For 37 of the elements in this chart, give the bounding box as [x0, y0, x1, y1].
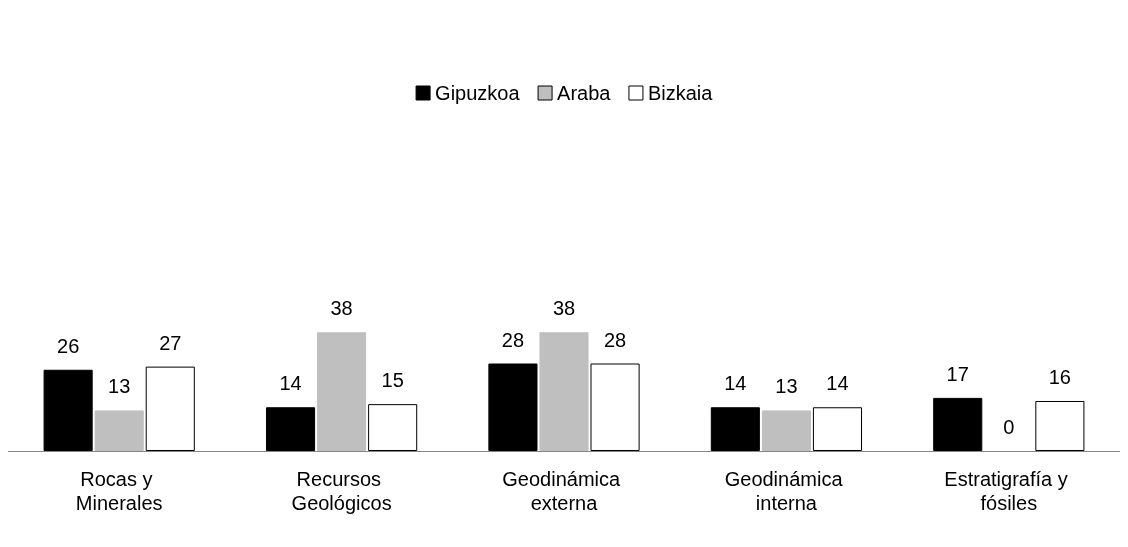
data-label: 28: [603, 328, 627, 351]
x-tick-label: Rocas y Minerales: [75, 468, 163, 514]
data-label: 26: [57, 334, 80, 357]
x-tick-label: Recursos Geológicos: [291, 468, 392, 514]
bar: [1035, 401, 1085, 451]
data-label: 38: [552, 297, 576, 320]
data-label: 28: [501, 328, 525, 351]
bar: [94, 410, 144, 451]
x-tick-label: Geodinámica interna: [724, 468, 849, 514]
data-label: 38: [330, 297, 353, 320]
data-label: 13: [775, 375, 798, 398]
bar: [590, 363, 640, 451]
data-label: 16: [1048, 366, 1071, 388]
bar: [43, 369, 93, 451]
bar: [761, 410, 811, 451]
bar: [317, 332, 367, 451]
legend-label: Araba: [557, 82, 612, 104]
legend-label: Bizkaia: [647, 82, 714, 104]
bar: [265, 407, 316, 451]
legend-label: Gipuzkoa: [435, 82, 521, 104]
bar: [812, 407, 863, 451]
data-label: 0: [1003, 416, 1015, 438]
bar: [710, 407, 760, 451]
x-tick-label: Estratigrafía y fósiles: [944, 468, 1074, 514]
data-label: 13: [108, 375, 131, 398]
bar: [145, 366, 195, 451]
data-label: 14: [826, 372, 849, 395]
data-label: 14: [279, 372, 302, 395]
bar: [539, 332, 589, 451]
data-label: 17: [946, 362, 969, 385]
data-label: 14: [724, 372, 747, 395]
bar: [488, 363, 538, 451]
bar: [368, 404, 418, 451]
data-label: 27: [159, 331, 182, 354]
bar: [933, 397, 983, 451]
x-tick-label: Geodinámica externa: [502, 468, 626, 514]
data-label: 15: [381, 369, 404, 392]
